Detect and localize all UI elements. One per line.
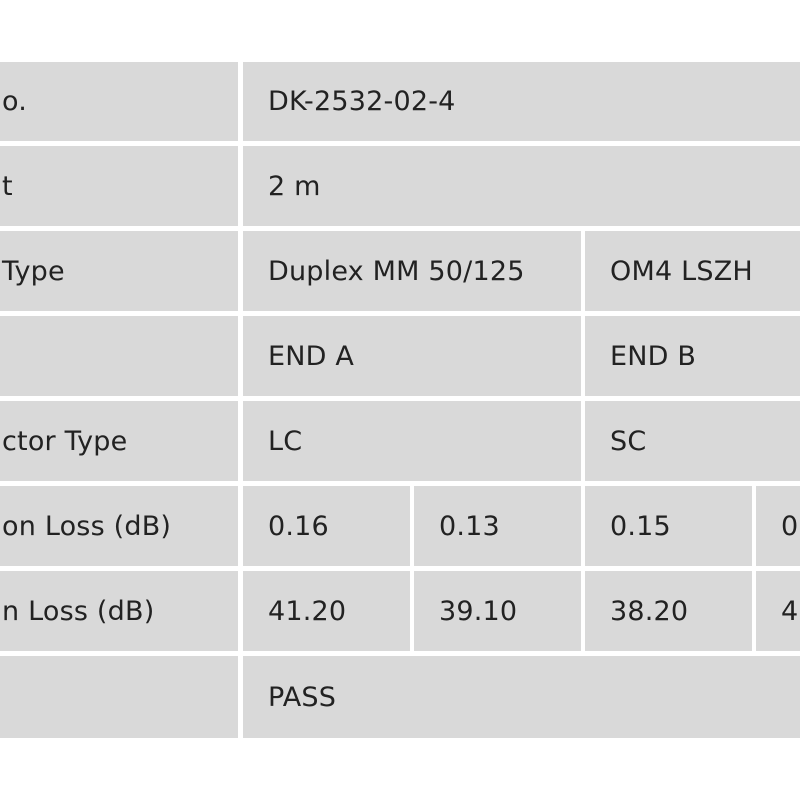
label-cell: on Loss (dB): [0, 486, 238, 566]
value-cell: 4: [756, 571, 800, 651]
value-cell: LC: [243, 401, 581, 481]
value-cell: Duplex MM 50/125: [243, 231, 581, 311]
label-cell: o.: [0, 62, 238, 141]
label-cell: n Loss (dB): [0, 571, 238, 651]
value-cell: OM4 LSZH: [585, 231, 800, 311]
label-cell: Type: [0, 231, 238, 311]
value-cell: 0.15: [585, 486, 752, 566]
value-cell: 41.20: [243, 571, 410, 651]
value-cell: PASS: [243, 656, 800, 738]
empty-cell: [0, 656, 238, 738]
value-cell: 38.20: [585, 571, 752, 651]
label-cell: ctor Type: [0, 401, 238, 481]
value-cell: SC: [585, 401, 800, 481]
empty-cell: [0, 316, 238, 396]
value-cell: END A: [243, 316, 581, 396]
value-cell: 0.13: [414, 486, 581, 566]
value-cell: 0: [756, 486, 800, 566]
value-cell: END B: [585, 316, 800, 396]
value-cell: 2 m: [243, 146, 800, 226]
label-cell: t: [0, 146, 238, 226]
value-cell: DK-2532-02-4: [243, 62, 800, 141]
value-cell: 0.16: [243, 486, 410, 566]
value-cell: 39.10: [414, 571, 581, 651]
